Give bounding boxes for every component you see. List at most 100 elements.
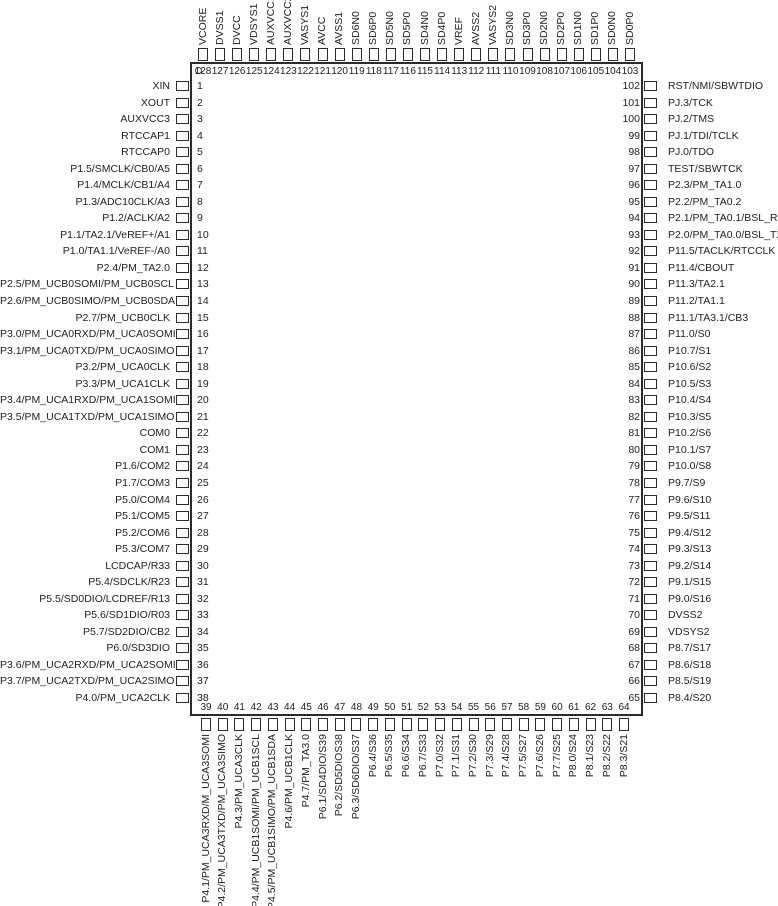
- pin-30-number: 30: [197, 559, 209, 572]
- pin-99-square: [644, 130, 657, 141]
- pin-105-number: 105: [587, 66, 605, 77]
- pin-42-square: [251, 718, 262, 731]
- pin-124-square: [266, 48, 277, 61]
- pin-62-label: P8.1/S23: [584, 734, 597, 778]
- pin-70-number: 70: [628, 609, 640, 622]
- pin-74-label: P9.3/S13: [668, 543, 712, 556]
- pin-128-label: VCORE: [196, 7, 209, 45]
- pin-86-square: [644, 345, 657, 356]
- pin-115-square: [420, 48, 431, 61]
- pin-113-number: 113: [451, 66, 468, 77]
- pin-77-number: 77: [628, 493, 640, 506]
- pin-47-square: [334, 718, 345, 731]
- pin-87-number: 87: [628, 328, 640, 341]
- pin-57-square: [501, 718, 512, 731]
- pin-42-number: 42: [250, 702, 262, 713]
- pin-85-number: 85: [628, 361, 640, 374]
- pin-72-square: [644, 577, 657, 588]
- pin-127-number: 127: [211, 66, 229, 77]
- pin1-indicator-icon: [195, 67, 202, 74]
- pin-58-label: P7.5/S27: [517, 734, 530, 778]
- pin-72-label: P9.1/S15: [668, 576, 712, 589]
- pin-19-square: [176, 378, 189, 389]
- pin-75-label: P9.4/S12: [668, 526, 712, 539]
- pin-13-label: P2.5/PM_UCB0SOMI/PM_UCB0SCL: [0, 278, 174, 291]
- pin-32-square: [176, 593, 189, 604]
- pin-46-number: 46: [317, 702, 329, 713]
- pin-27-label: P5.1/COM5: [115, 510, 170, 523]
- pin-37-number: 37: [197, 675, 209, 688]
- pin-5-number: 5: [197, 146, 203, 159]
- pin-84-label: P10.5/S3: [668, 377, 712, 390]
- pin-37-label: P3.7/PM_UCA2TXD/PM_UCA2SIMO: [0, 675, 175, 688]
- pin-85-label: P10.6/S2: [668, 361, 712, 374]
- pin-75-square: [644, 527, 657, 538]
- pin-56-square: [485, 718, 496, 731]
- pin-9-square: [176, 213, 189, 224]
- pin-118-square: [368, 48, 379, 61]
- pin-16-square: [176, 329, 189, 340]
- pin-115-number: 115: [417, 66, 433, 77]
- pin-102-label: RST/NMI/SBWTDIO: [668, 80, 764, 92]
- pin-95-label: P2.2/PM_TA0.2: [668, 195, 742, 208]
- pin-96-square: [644, 180, 657, 191]
- pin-20-number: 20: [197, 394, 209, 407]
- pin-119-number: 119: [348, 66, 365, 77]
- pin-94-square: [644, 213, 657, 224]
- pin-53-number: 53: [434, 702, 446, 713]
- pin-102-square: [644, 81, 657, 91]
- pin-5-square: [176, 147, 189, 158]
- pin-97-number: 97: [628, 162, 640, 175]
- pin-97-square: [644, 163, 657, 174]
- pin-120-label: AVSS1: [333, 11, 346, 45]
- pin-26-label: P5.0/COM4: [115, 493, 170, 506]
- pin-119-square: [351, 48, 362, 61]
- pin-4-square: [176, 130, 189, 141]
- pin-101-label: PJ.3/TCK: [668, 96, 713, 109]
- pin-52-number: 52: [417, 702, 429, 713]
- pin-41-square: [234, 718, 245, 731]
- pin-28-number: 28: [197, 526, 209, 539]
- pin-93-number: 93: [628, 228, 640, 241]
- pin-71-number: 71: [628, 592, 640, 605]
- pin-76-square: [644, 511, 657, 522]
- pin-122-label: VASYS1: [298, 4, 311, 45]
- pin-82-square: [644, 411, 657, 422]
- pin-77-label: P9.6/S10: [668, 493, 712, 506]
- pin-122-number: 122: [297, 66, 314, 77]
- pin-18-number: 18: [197, 361, 209, 374]
- pin-54-square: [451, 718, 462, 731]
- pin-104-number: 104: [604, 66, 622, 77]
- pin-67-square: [644, 659, 657, 670]
- pin-61-number: 61: [568, 702, 580, 713]
- pin-11-number: 11: [197, 245, 208, 258]
- pin-107-square: [556, 48, 567, 61]
- pin-17-square: [176, 345, 189, 356]
- pin-127-square: [215, 48, 226, 61]
- pin-14-number: 14: [197, 295, 209, 308]
- pin-36-number: 36: [197, 658, 209, 671]
- pin-31-number: 31: [197, 576, 209, 589]
- pin-43-square: [267, 718, 278, 731]
- pin-103-number: 103: [621, 66, 639, 77]
- pin-106-number: 106: [570, 66, 588, 77]
- pin-128-number: 128: [194, 66, 212, 77]
- pin-66-number: 66: [628, 675, 640, 688]
- pin-69-number: 69: [628, 625, 640, 638]
- pin-73-label: P9.2/S14: [668, 559, 712, 572]
- pin-29-label: P5.3/COM7: [115, 543, 170, 556]
- pin-94-number: 94: [628, 212, 640, 225]
- pin-49-number: 49: [367, 702, 379, 713]
- pin-79-number: 79: [628, 460, 640, 473]
- pin-45-number: 45: [300, 702, 312, 713]
- pin-104-square: [607, 48, 618, 61]
- pin-10-square: [176, 229, 189, 240]
- pin-48-square: [351, 718, 362, 731]
- pin-24-label: P1.6/COM2: [115, 460, 170, 473]
- pin-87-square: [644, 329, 657, 340]
- pin-79-label: P10.0/S8: [668, 460, 712, 473]
- pin-108-number: 108: [536, 66, 553, 77]
- pin-120-number: 120: [331, 66, 348, 77]
- pin-35-label: P6.0/SD3DIO: [106, 642, 170, 655]
- pin-111-label: VASYS2: [486, 4, 499, 45]
